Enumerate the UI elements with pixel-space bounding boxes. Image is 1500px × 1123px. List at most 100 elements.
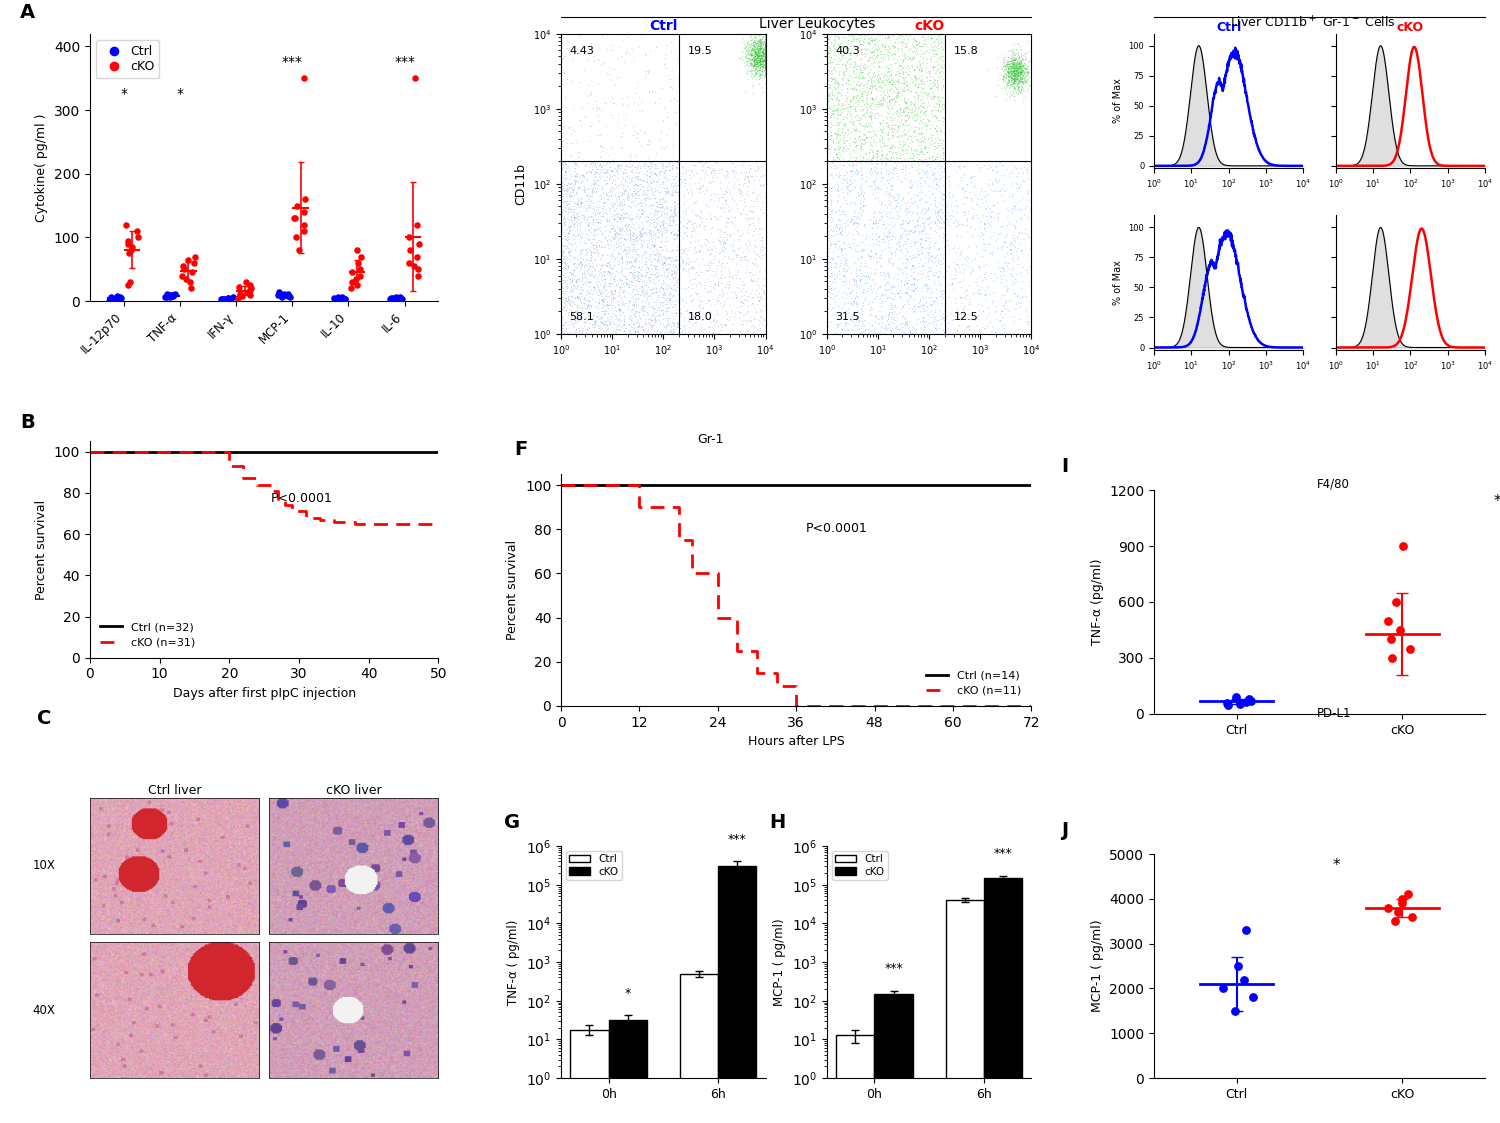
Point bbox=[171, 257, 195, 275]
Point bbox=[576, 293, 600, 311]
Point bbox=[614, 173, 638, 191]
Point bbox=[828, 221, 852, 239]
Text: ***: *** bbox=[282, 55, 303, 69]
Point bbox=[1004, 75, 1028, 93]
Point bbox=[594, 271, 618, 289]
Point bbox=[892, 89, 916, 107]
Point bbox=[610, 249, 634, 267]
Point bbox=[664, 298, 688, 316]
Point bbox=[574, 246, 598, 264]
Point bbox=[865, 253, 889, 271]
Point bbox=[567, 287, 591, 305]
Point bbox=[1000, 72, 1024, 90]
Point bbox=[746, 25, 770, 43]
Point bbox=[744, 54, 768, 72]
Point bbox=[618, 253, 642, 271]
Point bbox=[914, 210, 938, 228]
Point bbox=[675, 227, 699, 245]
Point bbox=[924, 150, 948, 168]
Point bbox=[978, 176, 1002, 194]
Point bbox=[886, 134, 910, 152]
Point bbox=[1016, 161, 1040, 179]
Point bbox=[742, 209, 766, 227]
Point bbox=[921, 131, 945, 149]
Point bbox=[632, 321, 656, 339]
Point bbox=[738, 159, 762, 177]
Point bbox=[552, 249, 576, 267]
Point bbox=[1007, 75, 1031, 93]
Point bbox=[868, 311, 892, 329]
Point bbox=[573, 179, 597, 197]
Point bbox=[572, 193, 596, 211]
Point bbox=[891, 63, 915, 81]
Point bbox=[873, 157, 897, 175]
Point bbox=[1014, 49, 1038, 67]
Point bbox=[840, 265, 864, 283]
Point bbox=[909, 97, 933, 115]
Point bbox=[839, 284, 862, 302]
Point bbox=[618, 317, 642, 335]
Point bbox=[706, 307, 730, 325]
Point bbox=[847, 128, 871, 146]
Point bbox=[644, 317, 668, 335]
Point bbox=[651, 157, 675, 175]
Point bbox=[876, 250, 900, 268]
Point bbox=[846, 214, 870, 232]
Point bbox=[640, 284, 664, 302]
Point bbox=[879, 108, 903, 126]
Point bbox=[884, 45, 908, 63]
Point bbox=[753, 46, 777, 64]
Point bbox=[627, 307, 651, 325]
Point bbox=[904, 125, 928, 143]
Point bbox=[926, 94, 950, 112]
Point bbox=[1002, 74, 1026, 92]
Point bbox=[690, 238, 714, 256]
Point bbox=[1000, 52, 1024, 70]
Point bbox=[902, 128, 926, 146]
Point bbox=[878, 63, 902, 81]
Point bbox=[1005, 58, 1029, 76]
Point bbox=[952, 194, 976, 212]
Point bbox=[998, 58, 1022, 76]
Point bbox=[699, 313, 723, 331]
Point bbox=[908, 299, 932, 317]
Point bbox=[878, 268, 902, 286]
Point bbox=[630, 226, 654, 244]
Point bbox=[729, 271, 753, 289]
Point bbox=[746, 46, 770, 64]
Point bbox=[597, 313, 621, 331]
Point bbox=[843, 273, 867, 291]
Point bbox=[865, 219, 889, 237]
Point bbox=[597, 287, 621, 305]
Point bbox=[574, 192, 598, 210]
Point bbox=[646, 201, 670, 219]
Point bbox=[880, 126, 904, 144]
Point bbox=[904, 119, 928, 137]
Point bbox=[644, 266, 668, 284]
Point bbox=[890, 146, 914, 164]
Point bbox=[920, 322, 944, 340]
Point bbox=[564, 131, 588, 149]
Point bbox=[928, 170, 952, 188]
Point bbox=[847, 70, 871, 88]
Point bbox=[752, 57, 776, 75]
Point bbox=[922, 180, 946, 198]
Point bbox=[909, 73, 933, 91]
Point bbox=[828, 225, 852, 243]
Point bbox=[873, 76, 897, 94]
Point bbox=[584, 318, 608, 336]
Point bbox=[668, 248, 692, 266]
Point bbox=[825, 149, 849, 167]
Point bbox=[684, 313, 708, 331]
Point bbox=[915, 282, 939, 300]
Point bbox=[666, 176, 690, 194]
Point bbox=[554, 228, 578, 246]
Point bbox=[648, 218, 672, 236]
Point bbox=[682, 222, 706, 240]
Point bbox=[1020, 80, 1044, 98]
Point bbox=[999, 69, 1023, 86]
Point bbox=[822, 37, 846, 55]
Point bbox=[950, 279, 974, 296]
Point bbox=[884, 54, 908, 72]
Point bbox=[610, 261, 634, 279]
